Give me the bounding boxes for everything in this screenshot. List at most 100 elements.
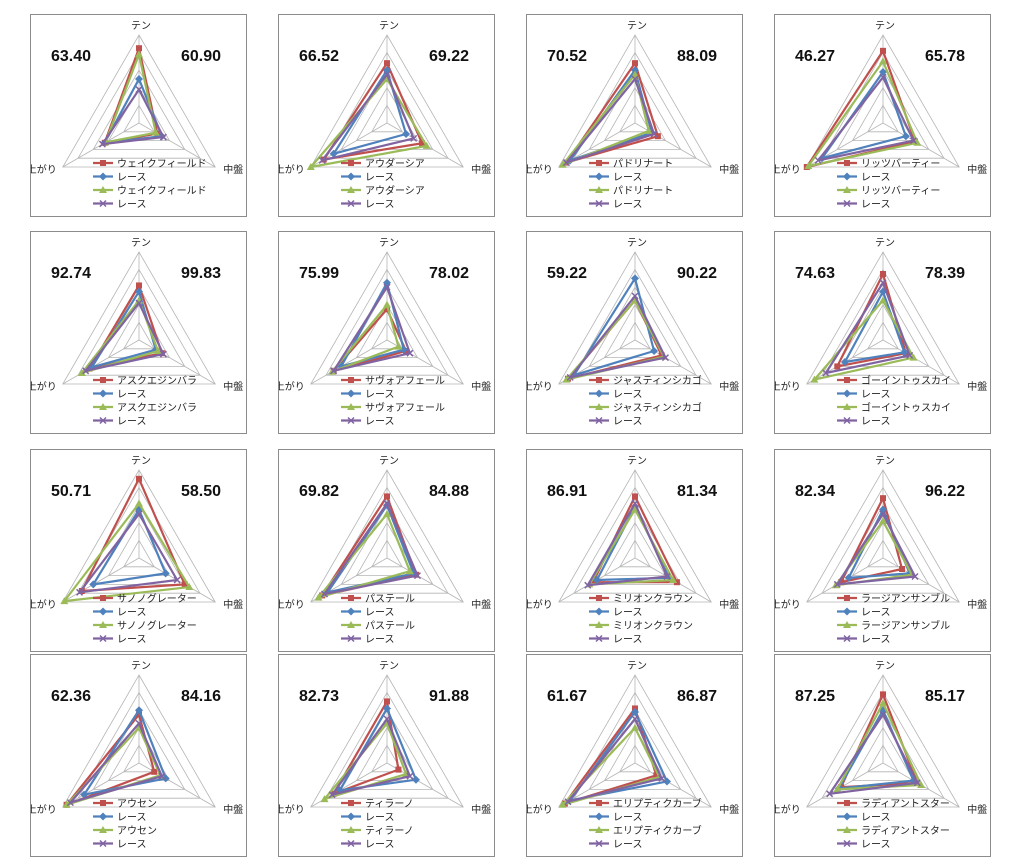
legend-entry: レース <box>341 200 395 211</box>
right-value: 60.90 <box>181 48 221 65</box>
series-point <box>880 271 886 277</box>
legend-entry: レース <box>837 840 891 851</box>
right-value: 91.88 <box>429 688 469 705</box>
axis-label-ten: テン <box>627 456 647 467</box>
grid-ring <box>62 34 216 168</box>
axis-label-chuban: 中盤 <box>719 163 739 176</box>
series-point <box>810 375 819 383</box>
radar-grid <box>558 251 712 385</box>
series-point <box>384 60 390 67</box>
legend-entry: レース <box>93 200 147 211</box>
series-point <box>383 715 391 723</box>
grid-ring <box>806 251 960 385</box>
legend-marker <box>99 621 107 628</box>
grid-ring <box>806 469 960 603</box>
series <box>570 274 659 380</box>
legend-label: レース <box>117 813 147 824</box>
axis-label-agari: 上がり <box>775 598 801 611</box>
series-line <box>332 286 411 372</box>
series-line <box>569 294 667 379</box>
axis-label-ten: テン <box>627 21 647 32</box>
axis-label-agari: 上がり <box>527 380 553 393</box>
series-point <box>663 572 671 581</box>
grid-ring <box>77 691 201 799</box>
legend-marker <box>348 595 354 601</box>
series-point <box>410 134 418 142</box>
series-point <box>306 163 315 170</box>
left-value: 70.52 <box>547 48 587 65</box>
axis-label-ten: テン <box>131 21 151 32</box>
legend-entry: サノノグレーター <box>93 592 197 605</box>
axis-label-agari: 上がり <box>279 803 305 816</box>
series <box>584 499 671 589</box>
series-point <box>880 47 886 54</box>
legend-entry: ラディアントスター <box>837 824 950 837</box>
grid-ring <box>371 539 403 568</box>
series-point <box>900 348 909 357</box>
legend-entry: レース <box>837 607 891 619</box>
axis-label-agari: 上がり <box>31 803 57 816</box>
legend-marker <box>99 186 107 193</box>
radar-chart-panel: テン 中盤 上がり 87.25 85.17 ラディアントスター レース ラディアントスター レー… <box>774 654 991 857</box>
left-value: 59.22 <box>547 265 587 282</box>
legend-marker <box>99 172 107 181</box>
series-point <box>395 766 402 773</box>
legend-label: アウダーシア <box>365 157 425 170</box>
legend-label: レース <box>861 417 891 428</box>
grid-spoke <box>386 557 464 603</box>
series-point <box>135 499 143 507</box>
legend-label: レース <box>365 173 395 184</box>
legend-label: ゴーイントゥスカイ <box>861 374 951 387</box>
series-point <box>658 774 666 782</box>
series-point <box>158 772 166 780</box>
grid-ring <box>867 104 899 133</box>
legend-entry: レース <box>837 635 891 646</box>
series-line <box>331 303 400 373</box>
legend-entry: レース <box>589 812 643 824</box>
axis-label-chuban: 中盤 <box>967 163 987 176</box>
axis-label-agari: 上がり <box>527 598 553 611</box>
legend-entry: レース <box>341 607 395 619</box>
grid-ring <box>851 727 915 781</box>
series-point <box>383 278 391 287</box>
axis-label-agari: 上がり <box>527 163 553 176</box>
legend-marker <box>843 634 851 643</box>
series-line <box>323 502 419 596</box>
legend-marker <box>596 377 602 383</box>
legend-label: ティラーノ <box>365 825 414 837</box>
series-point <box>879 279 887 287</box>
radar-chart-panel: テン 中盤 上がり 59.22 90.22 ジャスティンシカゴ レース ジャスティンシカゴ レー… <box>526 231 743 434</box>
series-point <box>564 798 572 806</box>
grid-ring <box>107 522 171 576</box>
grid-ring <box>619 104 651 133</box>
series-point <box>314 593 323 601</box>
legend-label: レース <box>613 417 643 428</box>
series-point <box>406 349 414 357</box>
legend-label: ラディアントスター <box>861 797 950 810</box>
series-point <box>383 510 391 517</box>
legend-marker <box>99 607 107 616</box>
axis-label-ten: テン <box>131 238 151 249</box>
grid-spoke <box>882 557 960 603</box>
grid-ring <box>123 539 155 568</box>
grid-ring <box>123 104 155 133</box>
legend-entry: ゴーイントゥスカイ <box>837 401 951 414</box>
legend-marker <box>99 416 107 425</box>
series-point <box>833 580 841 588</box>
legend-entry: レース <box>93 812 147 824</box>
series <box>82 299 167 375</box>
series-point <box>151 768 158 775</box>
legend-marker <box>100 595 106 601</box>
legend-marker <box>595 172 603 181</box>
legend-entry: ウェイクフィールド <box>93 185 207 197</box>
series-point <box>899 566 906 572</box>
axis-label-ten: テン <box>875 21 895 32</box>
series-point <box>318 156 326 164</box>
legend-label: アウダーシア <box>365 184 425 197</box>
grid-ring <box>325 268 449 376</box>
right-value: 85.17 <box>925 688 965 705</box>
